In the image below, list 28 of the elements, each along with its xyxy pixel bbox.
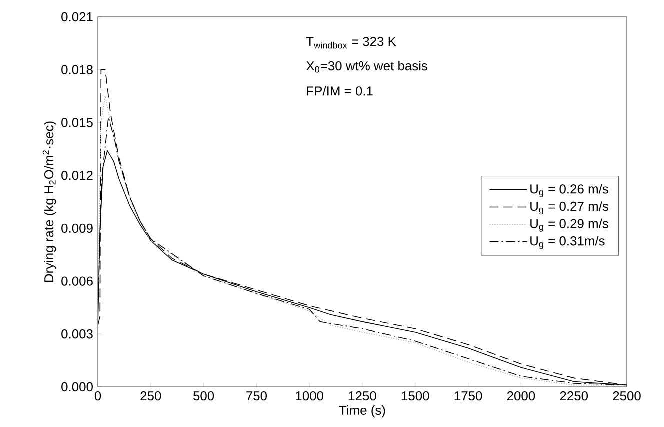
x-tick-label: 500 <box>194 392 214 401</box>
x-tick-label: 250 <box>140 392 162 401</box>
x-tick-label: 2500 <box>613 392 641 401</box>
x-tick-label: 1750 <box>454 392 482 401</box>
y-tick-label: 0.012 <box>62 170 93 180</box>
legend-label: U$_{g}$ = 0.31m/s <box>530 236 605 250</box>
y-tick-label: 0.021 <box>62 12 93 22</box>
y-tick-label: 0.003 <box>62 330 93 339</box>
x-tick-label: 750 <box>246 392 267 401</box>
x-axis-title: Time (s) <box>339 406 386 418</box>
legend-label: U$_{g}$ = 0.29 m/s <box>530 218 608 232</box>
annotation: T$_{windbox}$ = 323 K <box>306 37 396 49</box>
x-tick-label: 1250 <box>349 392 376 401</box>
x-tick-label: 1000 <box>296 392 324 401</box>
x-tick-label: 1500 <box>402 392 430 401</box>
y-tick-label: 0.009 <box>62 224 93 234</box>
legend-label: U$_{g}$ = 0.27 m/s <box>530 202 608 215</box>
x-tick-label: 2250 <box>560 392 588 401</box>
y-tick-label: 0.006 <box>62 276 93 286</box>
y-tick-label: 0.015 <box>62 118 93 128</box>
y-tick-label: 0.018 <box>62 65 93 74</box>
x-tick-label: 2000 <box>507 392 536 401</box>
y-axis-title: Drying rate (kg H$_{2}$O/m$^{2}$·sec) <box>42 122 56 282</box>
annotation: FP/IM = 0.1 <box>307 86 373 96</box>
legend-label: U$_{g}$ = 0.26 m/s <box>530 184 608 198</box>
annotation: X$_{0}$=30 wt% wet basis <box>306 61 428 73</box>
x-tick-label: 0 <box>94 392 102 401</box>
y-tick-label: 0.000 <box>62 382 93 392</box>
